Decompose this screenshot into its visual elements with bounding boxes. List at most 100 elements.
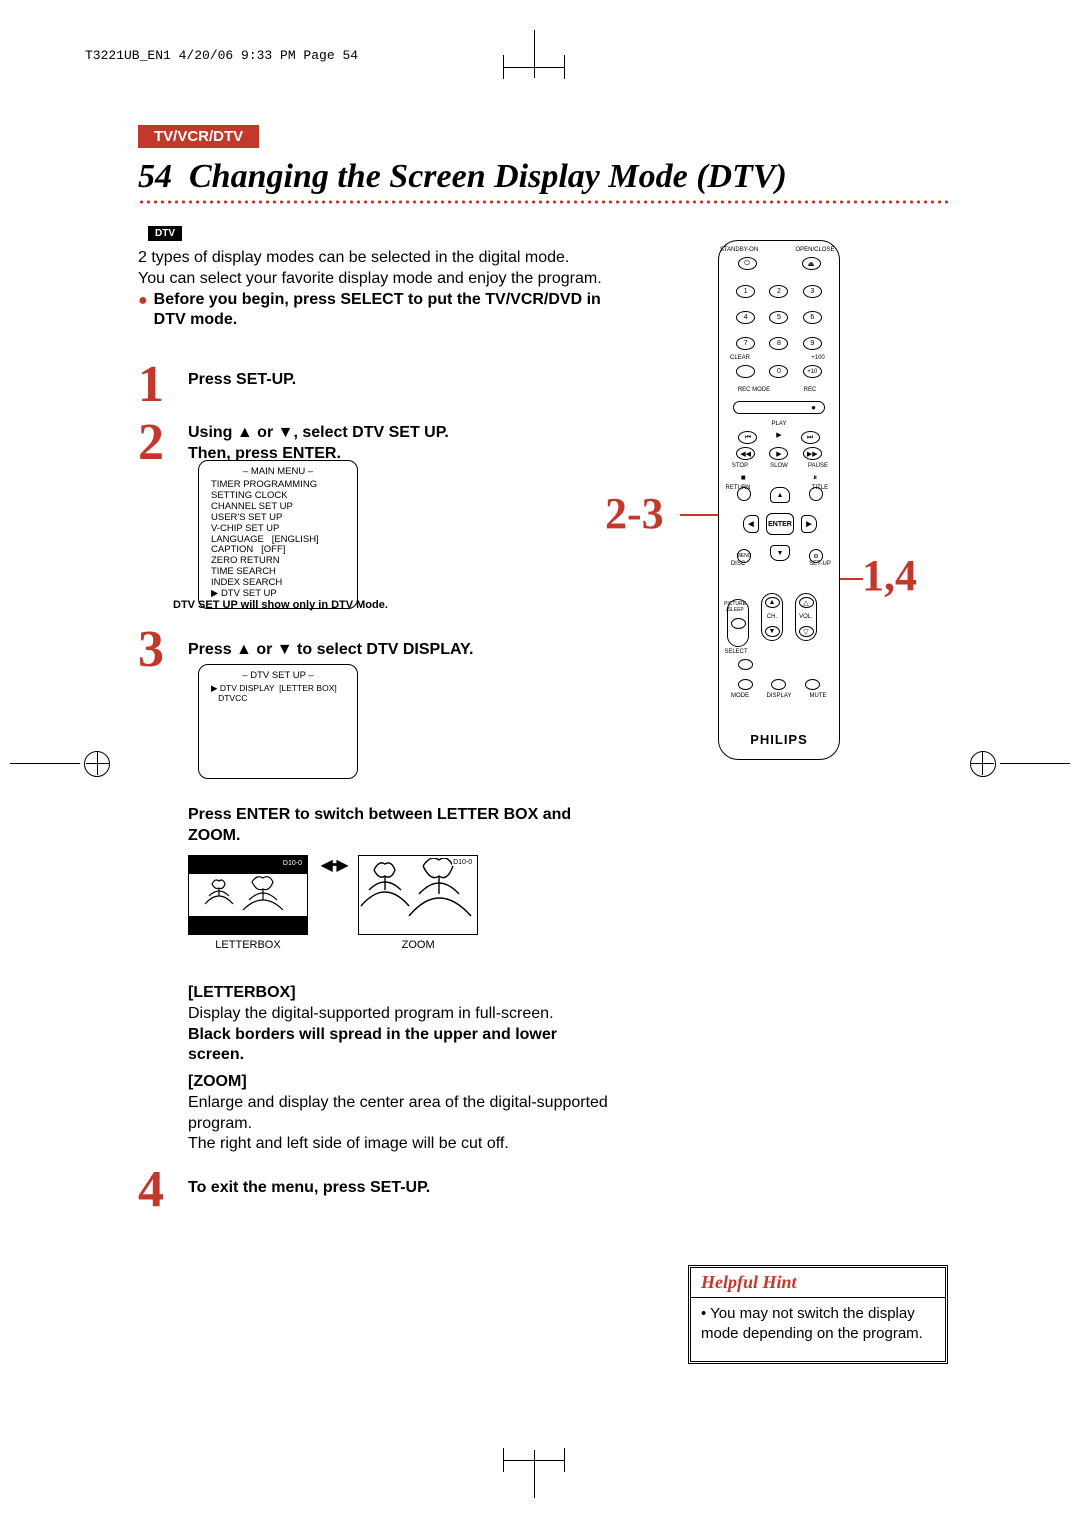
left-button: ◀ [743, 515, 759, 533]
step-2-number: 2 [138, 413, 164, 472]
callout-line [680, 514, 720, 516]
menu-item: USER'S SET UP [211, 513, 345, 524]
mute-button [805, 679, 820, 690]
intro-bullet: Before you begin, press SELECT to put th… [154, 290, 608, 332]
label: PAUSE [803, 463, 833, 469]
num-button: 0 [769, 365, 788, 378]
num-button: 4 [736, 311, 755, 324]
num-button: 5 [769, 311, 788, 324]
helpful-hint-box: Helpful Hint • You may not switch the di… [688, 1265, 948, 1364]
right-button: ▶ [801, 515, 817, 533]
volume-buttons: △ VOL. ▽ [795, 593, 817, 641]
power-button-icon: ⏻ [738, 257, 757, 270]
menu-title: – DTV SET UP – [211, 671, 345, 682]
section-tag: TV/VCR/DTV [138, 125, 259, 148]
bullet-icon: ● [138, 290, 148, 332]
num-button: 7 [736, 337, 755, 350]
zoom-caption: ZOOM [358, 939, 478, 951]
step-1-body: Press SET-UP. [188, 370, 608, 391]
step-2-body: Using ▲ or ▼, select DTV SET UP. Then, p… [188, 423, 608, 465]
flower-icon [359, 858, 479, 934]
step-3-number: 3 [138, 620, 164, 679]
page-header-stamp: T3221UB_EN1 4/20/06 9:33 PM Page 54 [85, 48, 358, 63]
intro-text: 2 types of display modes can be selected… [138, 248, 608, 331]
letterbox-preview: D10-0 [188, 855, 308, 935]
letterbox-description: [LETTERBOX] Display the digital-supporte… [188, 983, 608, 1066]
label: VOL. [799, 614, 813, 620]
letterbox-caption: LETTERBOX [188, 939, 308, 951]
channel-buttons: ▲ CH. ▼ [761, 593, 783, 641]
play-button: ▶ [769, 447, 788, 460]
intro-line: 2 types of display modes can be selected… [138, 248, 608, 269]
vol-up-icon: △ [799, 597, 814, 608]
ch-up-icon: ▲ [765, 597, 780, 608]
channel-label: D10-0 [452, 859, 473, 866]
zoom-preview: D10-0 [358, 855, 478, 935]
clear-button [736, 365, 755, 378]
num-button: 2 [769, 285, 788, 298]
play-icon: ▶ [776, 431, 781, 444]
enter-ring: MENU ⚙ ▲ ▼ ◀ ▶ ENTER [737, 481, 823, 567]
page-title: 54 Changing the Screen Display Mode (DTV… [138, 158, 787, 196]
next-icon: ⏭ [801, 431, 820, 444]
step-3-body: Press ▲ or ▼ to select DTV DISPLAY. [188, 640, 608, 661]
menu-note: DTV SET UP will show only in DTV Mode. [173, 598, 388, 612]
label: REC MODE [729, 387, 779, 393]
dtv-badge: DTV [148, 226, 182, 241]
main-menu-box: – MAIN MENU – TIMER PROGRAMMING SETTING … [198, 460, 358, 609]
label: REC [795, 387, 825, 393]
eject-button-icon: ⏏ [802, 257, 821, 270]
mode-button [738, 679, 753, 690]
step-4-number: 4 [138, 1160, 164, 1219]
label: DISC [723, 561, 753, 567]
menu-item: V-CHIP SET UP [211, 524, 345, 535]
num-button: 6 [803, 311, 822, 324]
rec-button: ● [733, 401, 825, 414]
crop-mark [534, 30, 535, 78]
vol-down-icon: ▽ [799, 626, 814, 637]
crop-mark [503, 1460, 565, 1461]
num-button: 8 [769, 337, 788, 350]
down-button: ▼ [770, 545, 790, 561]
zoom-description: [ZOOM] Enlarge and display the center ar… [188, 1072, 608, 1155]
crop-mark [10, 763, 80, 764]
label: STANDBY-ON [709, 247, 769, 253]
callout-1-4: 1,4 [862, 550, 917, 601]
label: CLEAR [725, 355, 755, 361]
num-button: 1 [736, 285, 755, 298]
label: SET-UP [805, 561, 835, 567]
button-icon [731, 618, 746, 629]
label: PICTURE/SLEEP [719, 601, 751, 613]
ch-down-icon: ▼ [765, 626, 780, 637]
num-button: 3 [803, 285, 822, 298]
select-button [738, 659, 753, 670]
display-button [771, 679, 786, 690]
mode-diagram: D10-0 LETTERBOX ◀━▶ D10-0 ZOOM [188, 855, 498, 951]
label: +100 [803, 355, 833, 361]
forward-button: ▶▶ [803, 447, 822, 460]
hint-title: Helpful Hint [691, 1268, 945, 1298]
label: MUTE [803, 693, 833, 699]
hint-body: • You may not switch the display mode de… [691, 1298, 945, 1361]
plus10-button: +10 [803, 365, 822, 378]
title-button [809, 487, 823, 501]
crop-mark [503, 67, 565, 68]
step-4-body: To exit the menu, press SET-UP. [188, 1178, 608, 1199]
menu-item: DTVCC [211, 694, 345, 704]
remote-control-diagram: STANDBY-ON OPEN/CLOSE ⏻ ⏏ 123 456 789 CL… [718, 240, 840, 760]
page-number: 54 [138, 158, 172, 195]
enter-button: ENTER [766, 513, 794, 535]
num-button: 9 [803, 337, 822, 350]
intro-line: You can select your favorite display mod… [138, 269, 608, 290]
title-divider [138, 200, 948, 204]
rewind-button: ◀◀ [736, 447, 755, 460]
label: PLAY [719, 421, 839, 427]
menu-title: – MAIN MENU – [211, 467, 345, 478]
title-text: Changing the Screen Display Mode (DTV) [189, 158, 787, 195]
crop-mark [534, 1450, 535, 1498]
channel-label: D10-0 [282, 860, 303, 867]
dtv-menu-box: – DTV SET UP – ▶ DTV DISPLAY [LETTER BOX… [198, 664, 358, 779]
step-1-number: 1 [138, 355, 164, 414]
prev-icon: ⏮ [738, 431, 757, 444]
up-button: ▲ [770, 487, 790, 503]
